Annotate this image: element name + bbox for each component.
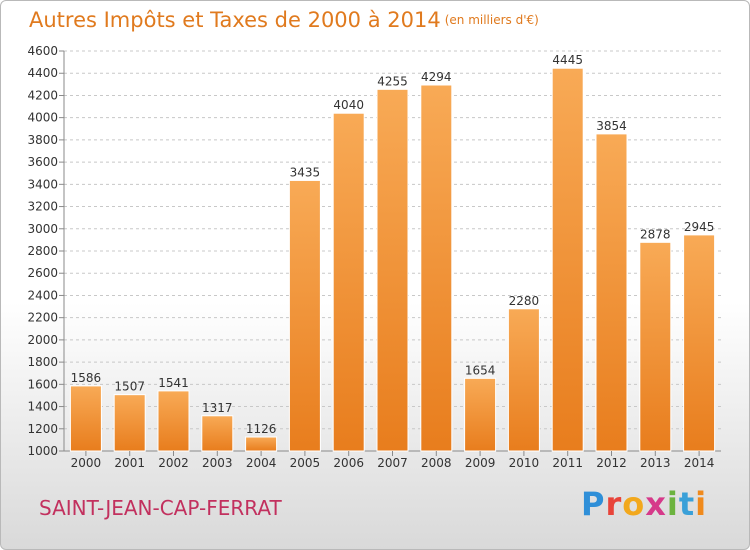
y-tick-label: 4000 — [27, 111, 58, 125]
y-tick-label: 4400 — [27, 66, 58, 80]
y-tick-label: 1000 — [27, 444, 58, 458]
y-tick-label: 2800 — [27, 244, 58, 258]
bar — [376, 88, 409, 452]
y-tick-label: 3800 — [27, 133, 58, 147]
y-tick-label: 4200 — [27, 88, 58, 102]
data-label: 4445 — [552, 53, 583, 67]
y-tick-label: 4600 — [27, 44, 58, 58]
logo-letter: i — [695, 485, 708, 523]
bar — [595, 133, 628, 452]
y-tick-label: 1400 — [27, 400, 58, 414]
data-label: 4294 — [421, 70, 452, 84]
data-label: 1126 — [246, 422, 277, 436]
proxiti-logo: Proxiti — [581, 485, 707, 523]
y-tick-label: 3200 — [27, 200, 58, 214]
data-label: 1507 — [114, 380, 145, 394]
y-tick-label: 2600 — [27, 266, 58, 280]
x-tick-label: 2009 — [465, 456, 496, 470]
logo-letter: t — [678, 485, 696, 523]
data-label: 2878 — [640, 227, 671, 241]
logo-letter: o — [622, 485, 646, 523]
bar — [464, 377, 497, 452]
data-label: 2280 — [509, 294, 540, 308]
bar — [113, 394, 146, 452]
x-tick-label: 2011 — [552, 456, 583, 470]
y-tick-label: 2400 — [27, 288, 58, 302]
y-tick-label: 2200 — [27, 311, 58, 325]
data-label: 2945 — [684, 220, 715, 234]
x-tick-label: 2002 — [158, 456, 189, 470]
bar — [69, 385, 102, 452]
bar — [420, 84, 453, 452]
bar — [683, 234, 716, 452]
bar — [157, 390, 190, 452]
y-tick-label: 1600 — [27, 377, 58, 391]
chart-subtitle: (en milliers d'€) — [444, 13, 539, 27]
logo-letter: x — [645, 485, 667, 523]
logo-letter: i — [666, 485, 679, 523]
bar — [551, 67, 584, 452]
logo-letter: P — [581, 485, 606, 523]
x-tick-label: 2005 — [290, 456, 321, 470]
y-tick-label: 1200 — [27, 422, 58, 436]
y-tick-label: 3600 — [27, 155, 58, 169]
data-label: 1317 — [202, 401, 233, 415]
data-label: 1586 — [71, 371, 102, 385]
bar — [332, 112, 365, 452]
data-label: 3854 — [596, 119, 627, 133]
bar — [201, 415, 234, 452]
y-tick-label: 3000 — [27, 222, 58, 236]
data-label: 1654 — [465, 363, 496, 377]
data-label: 4255 — [377, 74, 408, 88]
y-tick-label: 1800 — [27, 355, 58, 369]
y-tick-label: 2000 — [27, 333, 58, 347]
x-tick-label: 2004 — [246, 456, 277, 470]
bar — [288, 179, 321, 452]
x-tick-label: 2008 — [421, 456, 452, 470]
x-tick-label: 2014 — [684, 456, 715, 470]
x-tick-label: 2001 — [114, 456, 145, 470]
bar — [245, 436, 278, 452]
bar — [639, 241, 672, 452]
y-tick-label: 3400 — [27, 177, 58, 191]
x-tick-label: 2010 — [509, 456, 540, 470]
title-text: Autres Impôts et Taxes de 2000 à 2014 — [29, 8, 441, 32]
x-tick-label: 2006 — [333, 456, 364, 470]
data-label: 4040 — [333, 98, 364, 112]
x-tick-label: 2000 — [71, 456, 102, 470]
logo-letter: r — [605, 485, 623, 523]
data-label: 3435 — [290, 165, 321, 179]
data-label: 1541 — [158, 376, 189, 390]
bar — [507, 308, 540, 452]
x-tick-label: 2012 — [596, 456, 627, 470]
x-tick-label: 2013 — [640, 456, 671, 470]
location-name: SAINT-JEAN-CAP-FERRAT — [39, 496, 282, 520]
chart-title: Autres Impôts et Taxes de 2000 à 2014 (en… — [29, 8, 539, 32]
x-tick-label: 2007 — [377, 456, 408, 470]
x-tick-label: 2003 — [202, 456, 233, 470]
